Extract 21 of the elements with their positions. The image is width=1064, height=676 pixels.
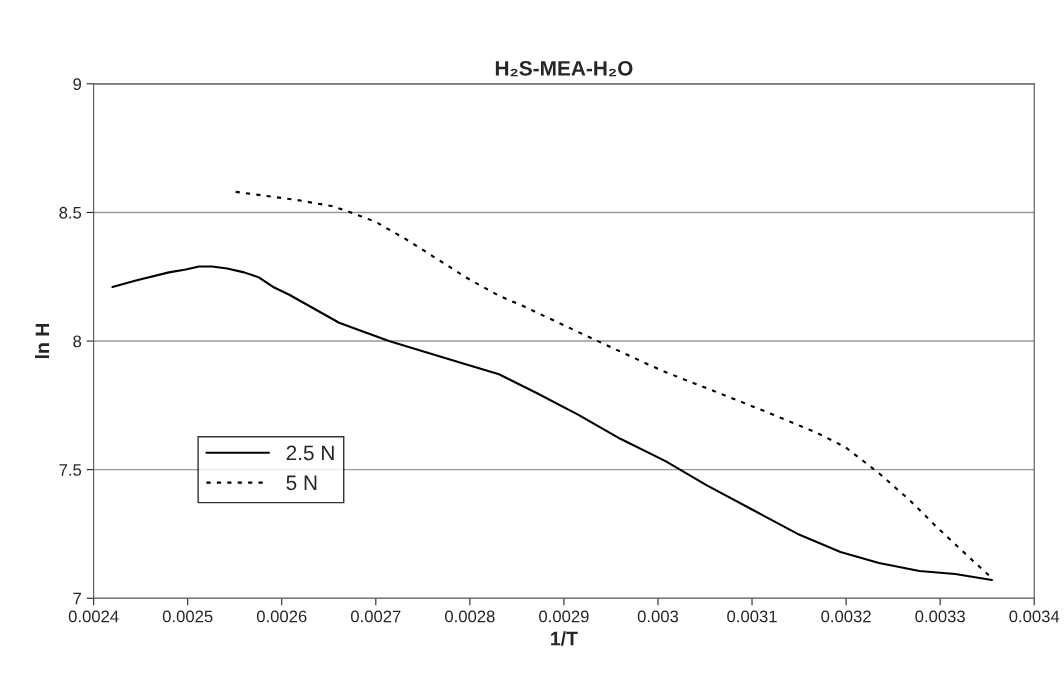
x-tick-label: 0.0032 xyxy=(821,610,871,623)
x-tick-label: 0.003 xyxy=(637,610,679,623)
x-tick-label: 0.0028 xyxy=(445,610,495,623)
y-tick-label: 7.5 xyxy=(59,464,82,476)
x-tick-label: 0.0031 xyxy=(727,610,777,623)
y-tick-label: 8 xyxy=(73,335,82,348)
x-tick-label: 0.0024 xyxy=(68,610,119,623)
x-tick-label: 0.0027 xyxy=(350,610,401,623)
y-tick-label: 8.5 xyxy=(59,206,82,219)
x-axis-title: 1/T xyxy=(551,631,578,646)
chart-title: H₂S-MEA-H₂O xyxy=(495,60,633,77)
x-tick-label: 0.0026 xyxy=(256,610,307,623)
y-axis-title: ln H xyxy=(34,323,50,359)
legend-label: 5 N xyxy=(286,475,317,491)
x-tick-label: 0.0034 xyxy=(1009,610,1060,623)
x-tick-label: 0.0033 xyxy=(915,610,965,623)
x-tick-label: 0.0029 xyxy=(539,610,589,623)
y-tick-label: 7 xyxy=(73,592,81,605)
legend-label: 2.5 N xyxy=(286,445,334,461)
y-tick-label: 9 xyxy=(73,78,82,91)
x-tick-label: 0.0025 xyxy=(162,610,213,623)
